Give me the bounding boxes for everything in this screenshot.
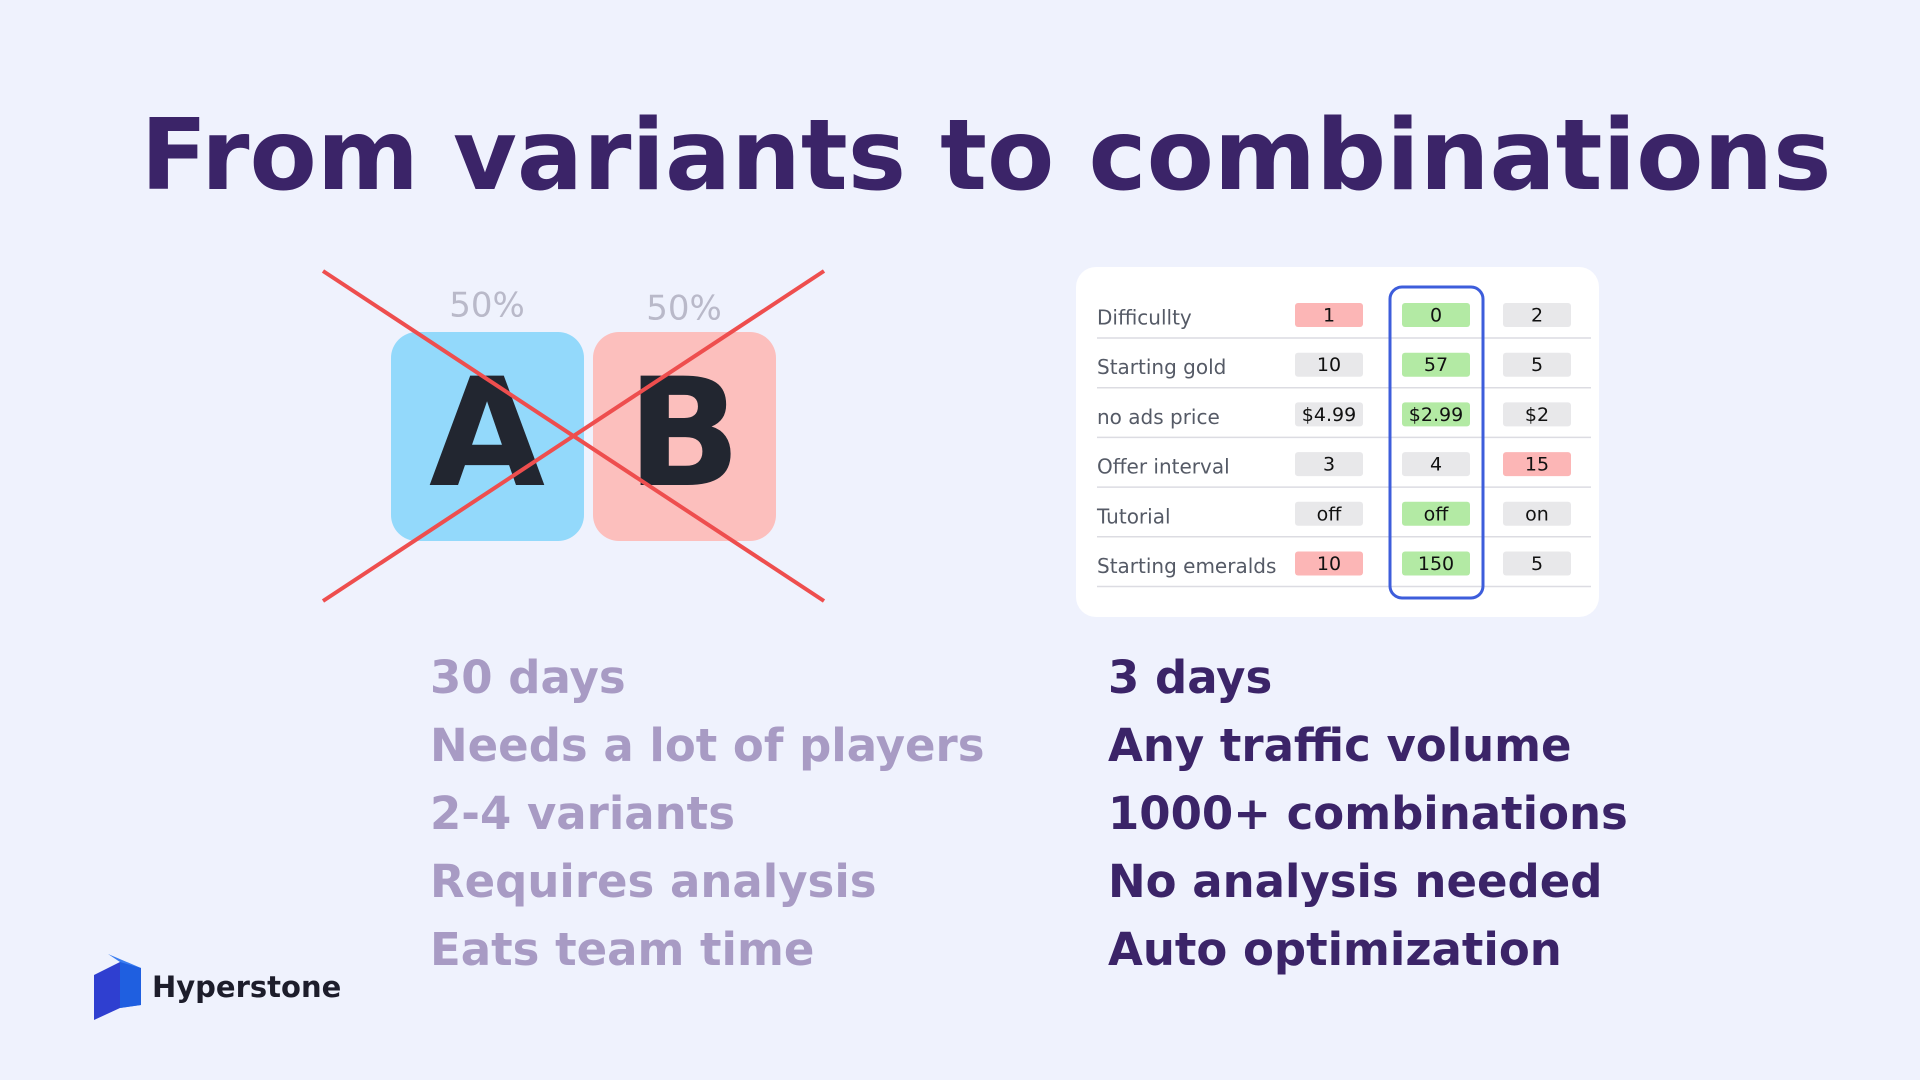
cell-bg	[1295, 551, 1363, 576]
cell-bg	[1295, 501, 1363, 526]
cross-line	[321, 269, 826, 603]
cell-bg	[1503, 402, 1571, 427]
cell-value: 5	[1531, 553, 1543, 575]
right-list-item: No analysis needed	[1108, 855, 1602, 908]
cell-bg	[1503, 452, 1571, 477]
cell-value: on	[1525, 503, 1549, 525]
row-label: no ads price	[1097, 405, 1220, 429]
lists: 30 days Needs a lot of players 2-4 variant…	[430, 651, 1628, 976]
title: From variants to combinations	[140, 99, 1831, 213]
cell-value: 3	[1323, 454, 1335, 476]
cell-value: 2	[1531, 305, 1543, 327]
cell-value: 4	[1430, 454, 1442, 476]
cell-bg	[1402, 551, 1470, 576]
right-list-item: 3 days	[1108, 651, 1272, 704]
right-list-item: Auto optimization	[1108, 923, 1562, 976]
variant-a-share: 50%	[449, 286, 525, 326]
cell-value: 150	[1418, 553, 1454, 575]
cell-bg	[1402, 501, 1470, 526]
cell-value: 0	[1430, 305, 1442, 327]
cell-bg	[1295, 402, 1363, 427]
cell-value: 10	[1317, 354, 1341, 376]
cell-value: $2.99	[1409, 404, 1463, 426]
row-label: Starting gold	[1097, 355, 1226, 379]
cell-value: 10	[1317, 553, 1341, 575]
left-list-item: 30 days	[430, 651, 626, 704]
cell-value: off	[1424, 503, 1450, 525]
cell-bg	[1295, 352, 1363, 377]
cell-value: off	[1317, 503, 1343, 525]
cell-bg	[1503, 352, 1571, 377]
logo	[94, 954, 141, 1020]
cell-bg	[1295, 452, 1363, 477]
row-label: Tutorial	[1096, 504, 1171, 528]
left-list-item: Requires analysis	[430, 855, 877, 908]
cell-bg	[1295, 303, 1363, 327]
cell-bg	[1402, 303, 1470, 327]
cell-value: $4.99	[1302, 404, 1356, 426]
cell-bg	[1503, 501, 1571, 526]
cell-value: 15	[1525, 454, 1549, 476]
cell-value: 57	[1424, 354, 1448, 376]
cell-bg	[1503, 303, 1571, 327]
right-list-item: Any traffic volume	[1108, 719, 1572, 772]
row-label: Offer interval	[1097, 455, 1230, 479]
variant-a-box	[391, 332, 584, 541]
variant-b-letter: B	[627, 347, 741, 521]
cell-bg	[1503, 551, 1571, 576]
brand: Hyperstone	[152, 970, 341, 1004]
cell-value: 5	[1531, 354, 1543, 376]
cell-bg	[1402, 352, 1470, 377]
row-label: Difficullty	[1097, 306, 1192, 330]
cell-bg	[1402, 452, 1470, 477]
cell-value: $2	[1525, 404, 1549, 426]
variant-b-box	[593, 332, 776, 541]
cell-bg	[1402, 402, 1470, 427]
left-list-item: 2-4 variants	[430, 787, 735, 840]
left-list-item: Eats team time	[430, 923, 814, 976]
best-column-highlight	[1388, 285, 1485, 600]
variant-b-share: 50%	[646, 289, 722, 329]
left-list-item: Needs a lot of players	[430, 719, 985, 772]
cell-value: 1	[1323, 305, 1335, 327]
right-list-item: 1000+ combinations	[1108, 787, 1628, 840]
row-label: Starting emeralds	[1097, 554, 1276, 578]
